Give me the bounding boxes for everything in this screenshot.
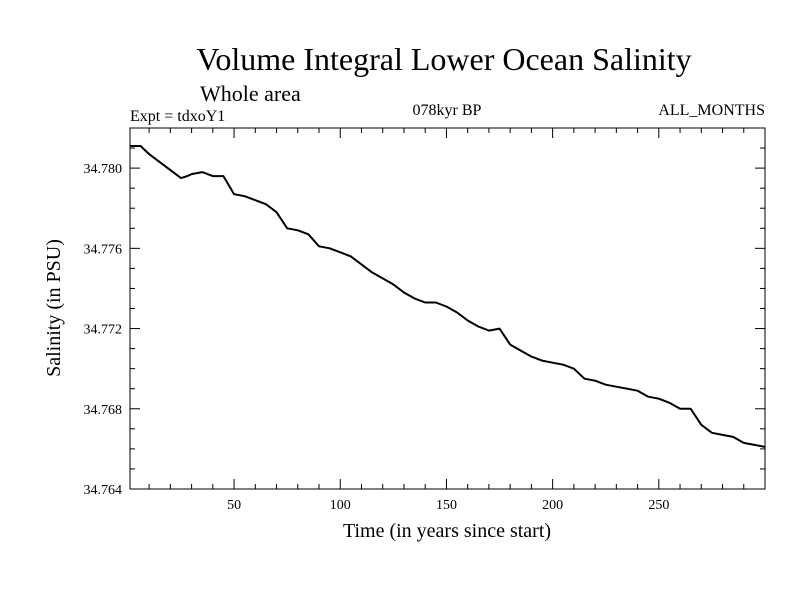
x-tick-label: 150 [436,498,457,513]
period-label: 078kyr BP [413,102,482,119]
y-tick-labels: 34.764 34.768 34.772 34.776 34.780 [84,162,123,498]
months-label: ALL_MONTHS [658,102,765,119]
chart-subtitle: Whole area [200,81,301,106]
x-tick-label: 200 [542,498,563,513]
y-tick-label: 34.780 [84,162,123,177]
y-axis-label: Salinity (in PSU) [43,239,65,377]
y-tick-label: 34.776 [84,242,123,257]
x-axis-label: Time (in years since start) [343,520,551,542]
x-tick-label: 50 [227,498,241,513]
y-ticks [130,127,765,490]
x-ticks [148,128,766,489]
x-tick-label: 250 [648,498,669,513]
experiment-label: Expt = tdxoY1 [130,108,225,125]
x-tick-label: 100 [330,498,351,513]
salinity-series-line [130,145,766,448]
chart-title: Volume Integral Lower Ocean Salinity [196,41,691,77]
y-tick-label: 34.772 [84,323,123,338]
x-tick-labels: 50 100 150 200 250 [227,498,669,513]
y-tick-label: 34.768 [84,403,123,418]
y-tick-label: 34.764 [84,483,123,498]
plot-frame [129,127,766,490]
